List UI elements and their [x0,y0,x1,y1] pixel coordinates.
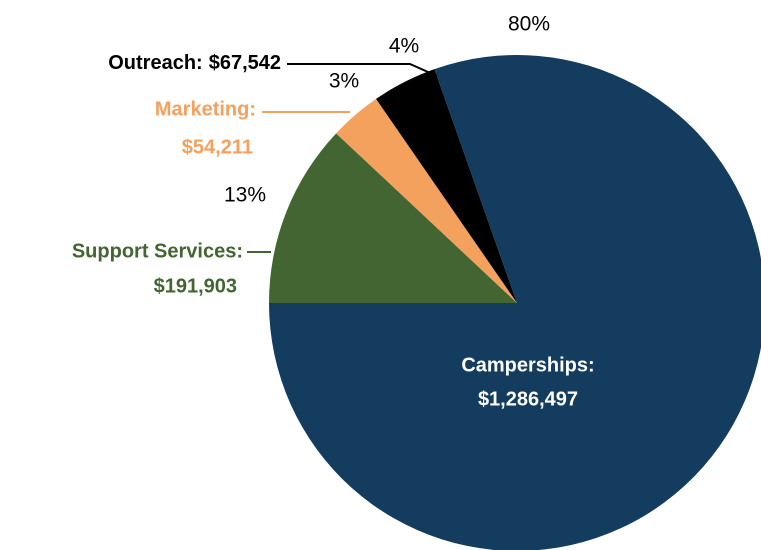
slices [269,55,761,550]
leader-line [287,63,438,77]
category-name: Camperships: [461,354,594,376]
category-label: Outreach: $67,542 [108,52,281,74]
slice [376,69,517,304]
slice [269,133,517,303]
value-label: $67,542 [209,52,281,74]
slice [336,98,517,303]
leader-lines [247,63,438,253]
category-name: Support Services: [72,240,243,262]
percent-label: 3% [329,70,359,93]
category-name: Outreach: [108,52,202,74]
slice [269,55,761,550]
value-label: $191,903 [154,275,237,297]
category-name: Marketing: [155,98,256,120]
percent-label: 13% [224,184,266,207]
value-label: $1,286,497 [478,388,578,410]
percent-label: 80% [508,13,550,36]
percent-label: 4% [389,35,419,58]
value-label: $54,211 [182,136,253,158]
